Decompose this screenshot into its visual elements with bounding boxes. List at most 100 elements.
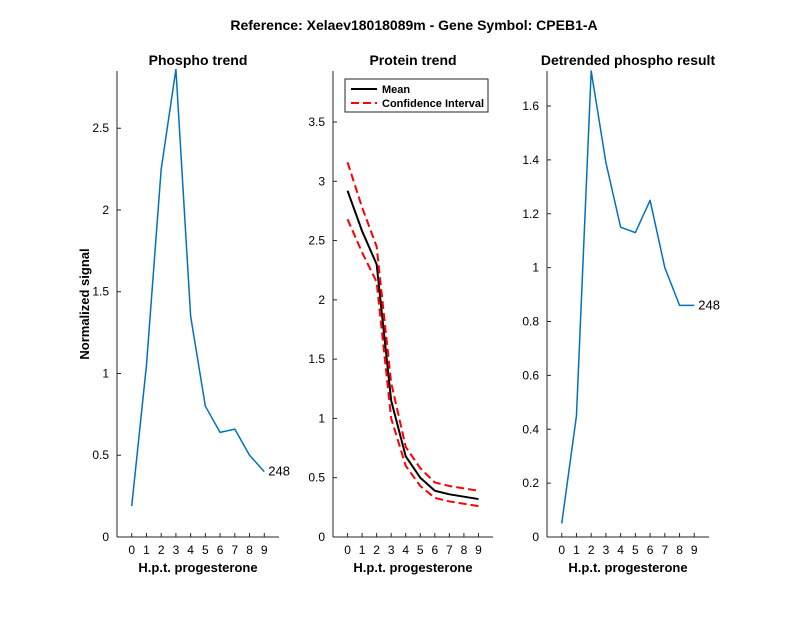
series-1-point [561,523,563,525]
series-3-point [405,465,407,467]
series-1-point [576,415,578,417]
x-tick-label: 4 [402,543,409,557]
y-tick-label: 0.5 [92,448,109,462]
x-tick-label: 8 [461,543,468,557]
series-1-point [693,304,695,306]
x-tick-label: 5 [202,543,209,557]
y-tick-label: 1.2 [522,207,539,221]
series-line-1 [130,68,265,507]
series-line-2 [346,161,479,492]
series-3-point [434,497,436,499]
chart-title: Detrended phospho result [541,52,716,68]
y-tick-label: 0.2 [522,476,539,490]
x-tick-label: 5 [632,543,639,557]
y-tick-label: 0.8 [522,315,539,329]
series-1-point [361,230,363,232]
series-1-point [234,428,236,430]
series-2-point [390,382,392,384]
series-3-point [463,503,465,505]
x-tick-label: 8 [676,543,683,557]
series-3-point [419,485,421,487]
x-tick-label: 0 [344,543,351,557]
y-axis-label: Normalized signal [77,248,92,359]
x-axis-label: H.p.t. progesterone [138,560,257,575]
series-1-point [434,490,436,492]
series-3-point [478,505,480,507]
x-tick-label: 1 [359,543,366,557]
x-tick-label: 6 [217,543,224,557]
x-tick-label: 5 [417,543,424,557]
series-2-point [448,485,450,487]
series-1-point [478,498,480,500]
x-tick-label: 1 [573,543,580,557]
x-tick-label: 7 [661,543,668,557]
series-1-point [634,232,636,234]
x-axis-label: H.p.t. progesterone [568,560,687,575]
x-tick-label: 8 [246,543,253,557]
series-3-point [376,281,378,283]
series-3-point [390,418,392,420]
legend-entry-ci: Confidence Interval [382,98,484,110]
series-1-point [190,315,192,317]
series-1-point [376,263,378,265]
series-3-point [347,218,349,220]
series-line-1 [346,190,479,501]
x-tick-label: 3 [603,543,610,557]
series-1-point [131,505,133,507]
series-1-point [463,496,465,498]
series-1-point [347,190,349,192]
x-tick-label: 2 [588,543,595,557]
series-1-point [146,364,148,366]
x-tick-label: 7 [446,543,453,557]
series-1-point [390,400,392,402]
series-3-point [361,252,363,254]
y-tick-label: 1.4 [522,153,539,167]
series-1-point [419,477,421,479]
y-tick-label: 3.5 [308,115,325,129]
figure-suptitle: Reference: Xelaev18018089m - Gene Symbol… [230,17,597,33]
y-tick-label: 1.5 [92,285,109,299]
chart-title: Protein trend [369,52,456,68]
series-1-point [590,70,592,72]
y-tick-label: 0.5 [308,471,325,485]
y-tick-label: 1 [318,411,325,425]
series-1-point [263,471,265,473]
x-axis-label: H.p.t. progesterone [353,560,472,575]
x-tick-label: 2 [373,543,380,557]
y-tick-label: 1 [102,366,109,380]
x-tick-label: 3 [388,543,395,557]
series-2-point [376,246,378,248]
x-tick-label: 9 [691,543,698,557]
y-tick-label: 0 [318,530,325,544]
x-tick-label: 6 [431,543,438,557]
x-tick-label: 0 [558,543,565,557]
y-tick-label: 1.6 [522,99,539,113]
data-annotation: 248 [268,464,290,479]
x-tick-label: 7 [231,543,238,557]
x-tick-label: 2 [158,543,165,557]
series-1-point [219,431,221,433]
legend-entry-mean: Mean [382,84,410,96]
series-1-point [160,168,162,170]
series-2-point [434,482,436,484]
series-line-1 [560,70,695,524]
x-tick-label: 9 [261,543,268,557]
series-1-point [605,162,607,164]
y-tick-label: 2 [318,293,325,307]
chart-panel-3: 0 1 2 3 4 5 6 7 8 900.20.40.60.811.21.41.6Detrend… [522,52,720,575]
y-tick-label: 1 [532,261,539,275]
series-2-point [419,467,421,469]
series-1-point [405,455,407,457]
series-1-point [649,199,651,201]
x-tick-label: 6 [647,543,654,557]
x-tick-label: 4 [187,543,194,557]
legend-box [344,78,489,113]
series-1-point [664,267,666,269]
series-1-point [249,454,251,456]
series-1-point [204,405,206,407]
x-tick-label: 0 [128,543,135,557]
chart-title: Phospho trend [149,52,248,68]
x-tick-label: 4 [617,543,624,557]
